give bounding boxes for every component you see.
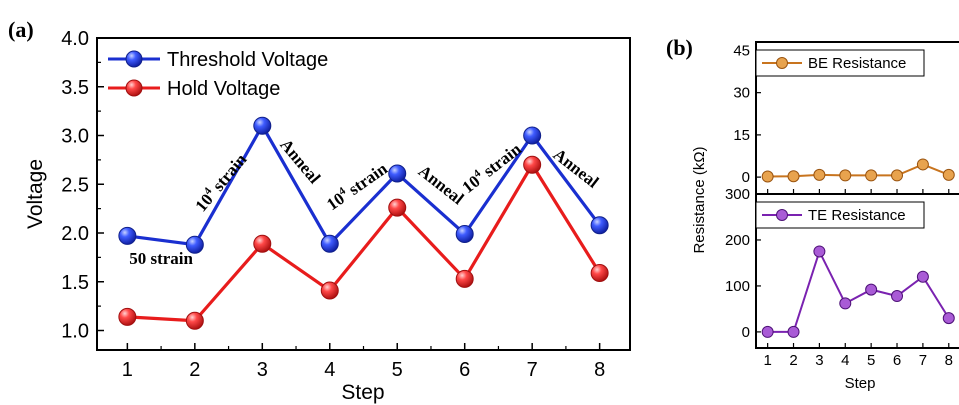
legend-hold-marker [108,79,160,97]
chart-a-y-axis-title: Voltage [24,159,47,229]
chart-a-frame [96,37,631,351]
chart-a-series [118,116,609,330]
legend-threshold-label: Threshold Voltage [167,49,328,71]
chart-b-x-tick-label: 6 [893,352,901,369]
chart-a-x-tick-label: 3 [257,359,268,381]
point-te-5 [865,283,878,296]
chart-a-x-tick-label: 5 [392,359,403,381]
point-te-8 [942,312,955,325]
chart-a-y-tick-label: 1.0 [61,321,89,343]
chart-b-y-tick-label: 200 [725,232,750,249]
chart-b-top-y-tick-labels: 0 15 30 45 [733,42,750,186]
legend-be-label: BE Resistance [808,55,906,72]
legend-te-marker [762,209,802,221]
chart-b-y-tick-label: 300 [725,186,750,203]
chart-b-x-tick-label: 4 [841,352,849,369]
chart-a: 1.0 1.5 2.0 2.5 3.0 3.5 4.0 1 2 3 4 5 6 7 8 Voltage S… [24,28,631,404]
point-be-1 [761,170,774,183]
chart-b-y-tick-label: 100 [725,278,750,295]
annotation-6: 104 strain [458,138,525,197]
chart-a-x-tick-label: 6 [459,359,470,381]
point-hold-2 [185,311,204,330]
point-be-4 [839,169,852,182]
chart-a-y-tick-label: 3.0 [61,126,89,148]
chart-a-x-tick-label: 8 [594,359,605,381]
point-hold-5 [388,198,407,217]
chart-b-x-tick-labels: 1 2 3 4 5 6 7 8 [763,352,952,369]
point-te-3 [813,245,826,258]
annotation-1: 50 strain [129,249,193,268]
chart-a-legend: Threshold Voltage Hold Voltage [108,49,328,100]
point-threshold-3 [253,116,272,135]
chart-b-x-tick-label: 1 [763,352,771,369]
chart-b-x-tick-label: 7 [919,352,927,369]
chart-b-y-tick-label: 15 [733,127,750,144]
point-be-2 [787,170,800,183]
point-hold-7 [523,155,542,174]
point-threshold-2 [185,235,204,254]
point-be-5 [865,169,878,182]
point-threshold-1 [118,226,137,245]
legend-te-label: TE Resistance [808,207,906,224]
chart-a-x-tick-labels: 1 2 3 4 5 6 7 8 [122,359,605,381]
chart-b-top-series [761,158,955,183]
chart-b-top-legend: BE Resistance [755,49,925,77]
point-be-7 [916,158,929,171]
legend-hold-label: Hold Voltage [167,78,280,100]
chart-b-y-axis-title: Resistance (kΩ) [691,146,708,253]
chart-b-x-axis-title: Step [845,375,876,392]
annotation-2: 104 strain [191,149,251,215]
legend-threshold-marker [108,50,160,68]
point-hold-4 [320,281,339,300]
panel-a-label: (a) [8,17,34,42]
point-hold-8 [590,263,609,282]
point-te-7 [916,270,929,283]
chart-a-x-axis-title: Step [341,381,384,404]
annotation-4: 104 strain [323,158,392,214]
chart-b-x-tick-label: 3 [815,352,823,369]
chart-a-x-tick-label: 1 [122,359,133,381]
panel-b-label: (b) [666,35,693,60]
point-be-3 [813,168,826,181]
series-line-threshold [127,124,601,247]
chart-a-x-tick-label: 7 [527,359,538,381]
point-hold-3 [253,234,272,253]
legend-be-marker [762,57,802,69]
chart-a-y-tick-label: 4.0 [61,28,89,50]
chart-b-bottom-y-tick-labels: 0 100 200 300 [725,186,750,341]
series-line-te [767,248,950,333]
chart-a-y-tick-label: 3.5 [61,77,89,99]
point-te-6 [891,290,904,303]
chart-a-y-tick-label: 2.5 [61,174,89,196]
point-threshold-6 [455,224,474,243]
chart-a-y-tick-labels: 1.0 1.5 2.0 2.5 3.0 3.5 4.0 [61,28,89,343]
point-threshold-5 [388,164,407,183]
point-te-4 [839,297,852,310]
chart-b-x-tick-label: 5 [867,352,875,369]
series-line-hold [127,163,601,323]
chart-b-x-tick-label: 2 [789,352,797,369]
point-threshold-8 [590,216,609,235]
point-te-1 [761,325,774,338]
point-threshold-7 [523,126,542,145]
chart-b-x-tick-label: 8 [945,352,953,369]
chart-a-y-tick-label: 1.5 [61,272,89,294]
point-te-2 [787,325,800,338]
chart-b-y-tick-label: 0 [742,169,750,186]
point-be-8 [942,168,955,181]
chart-b-y-tick-label: 45 [733,42,750,59]
chart-a-x-tick-label: 2 [189,359,200,381]
chart-b-bottom-series [761,245,955,338]
chart-a-x-tick-label: 4 [324,359,335,381]
point-hold-1 [118,307,137,326]
chart-b-y-tick-label: 30 [733,85,750,102]
point-hold-6 [455,269,474,288]
point-be-6 [891,169,904,182]
point-threshold-4 [320,234,339,253]
chart-a-y-tick-label: 2.0 [61,223,89,245]
chart-b-bottom-legend: TE Resistance [755,201,925,229]
chart-b-y-tick-label: 0 [742,324,750,341]
